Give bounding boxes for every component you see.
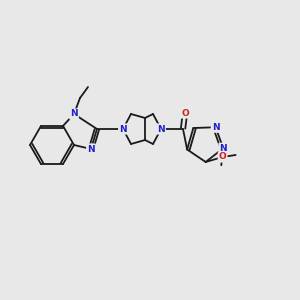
Text: O: O [181,109,189,118]
Text: O: O [219,152,226,161]
Text: N: N [220,144,227,153]
Text: N: N [87,145,95,154]
Text: N: N [212,123,219,132]
Text: N: N [157,124,165,134]
Text: N: N [119,124,127,134]
Text: N: N [70,110,78,118]
